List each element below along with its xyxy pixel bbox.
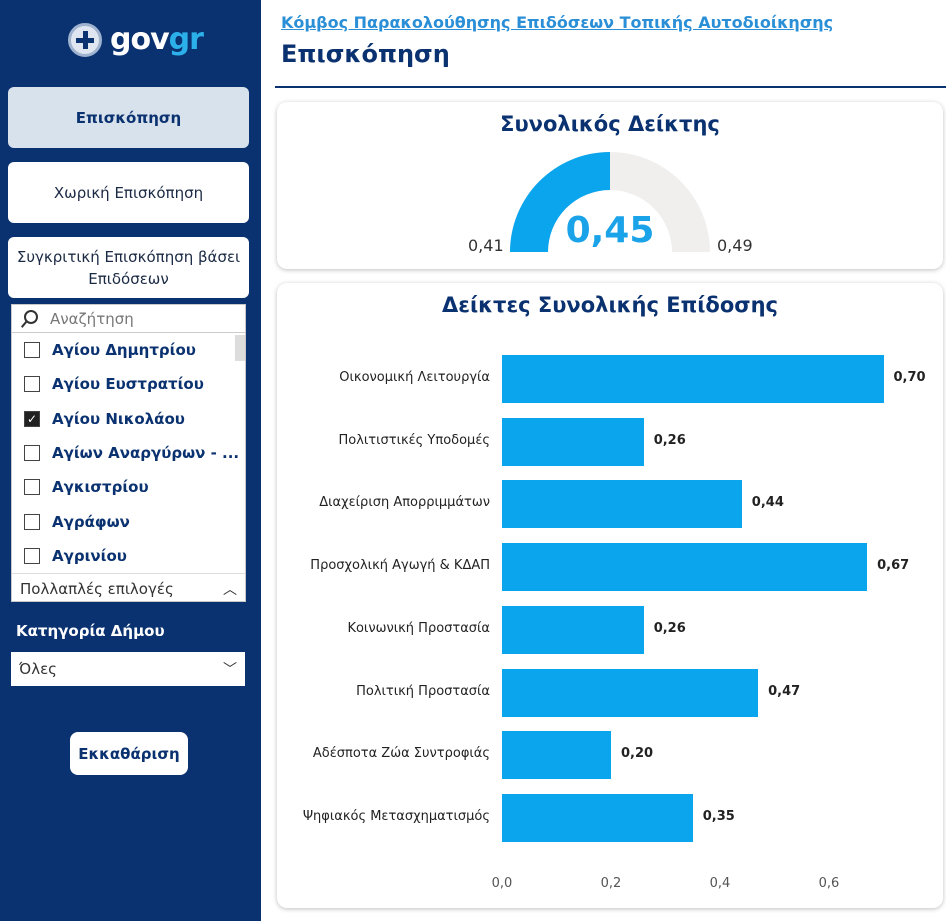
category-label: Οικονομική Λειτουργία <box>339 370 490 385</box>
category-label: Αδέσποτα Ζώα Συντροφιάς <box>312 746 490 762</box>
logo-text: gov <box>110 22 170 57</box>
data-label: 0,20 <box>621 746 654 762</box>
page-title: Επισκόπηση <box>281 40 450 68</box>
slicer-item[interactable]: Αγρινίου <box>12 539 245 573</box>
gauge-min: 0,41 <box>468 236 504 255</box>
slicer-item[interactable]: ✓ Αγίου Νικολάου <box>12 402 245 436</box>
slicer-item-label: Αγίου Νικολάου <box>52 409 185 428</box>
bar[interactable] <box>502 605 644 654</box>
data-label: 0,26 <box>653 620 686 636</box>
bar[interactable] <box>502 668 759 717</box>
checkbox[interactable] <box>24 547 40 564</box>
slicer-item[interactable]: Αγίου Δημητρίου <box>12 333 245 367</box>
category-dropdown[interactable]: Όλες ﹀ <box>11 652 245 686</box>
municipality-slicer: Αναζήτηση Αγίου Δημητρίου Αγίου Ευστρατίο… <box>11 304 246 602</box>
bar-chart-title: Δείκτες Συνολικής Επίδοσης <box>442 293 778 317</box>
checkbox[interactable] <box>24 479 40 496</box>
x-tick-label: 0,6 <box>818 876 840 891</box>
slicer-item[interactable]: Αγράφων <box>12 504 245 538</box>
chevron-up-icon: ︿ <box>223 581 237 598</box>
divider <box>275 86 946 88</box>
x-tick-label: 0,0 <box>491 876 513 891</box>
bar[interactable] <box>502 793 693 842</box>
checkbox[interactable] <box>24 376 40 393</box>
slicer-item-label: Αγίου Δημητρίου <box>52 341 196 360</box>
sidebar: govgr Επισκόπηση Χωρική Επισκόπηση Συγκρ… <box>0 0 261 921</box>
slicer-item-label: Αγίου Ευστρατίου <box>52 375 204 394</box>
category-label: Ψηφιακός Μετασχηματισμός <box>302 808 490 824</box>
category-label: Προσχολική Αγωγή & ΚΔΑΠ <box>310 558 490 574</box>
checkbox[interactable] <box>24 342 40 359</box>
breadcrumb-link[interactable]: Κόμβος Παρακολούθησης Επιδόσεων Τοπικής … <box>281 13 834 32</box>
data-label: 0,67 <box>877 558 910 574</box>
bar[interactable] <box>502 480 742 529</box>
gauge-title: Συνολικός Δείκτης <box>500 112 720 136</box>
data-label: 0,26 <box>653 432 686 448</box>
bar[interactable] <box>502 543 868 592</box>
category-label: Διαχείριση Απορριμμάτων <box>319 495 490 511</box>
category-label: Πολιτιστικές Υποδομές <box>338 432 490 448</box>
slicer-item-label: Αγρινίου <box>52 546 127 565</box>
slicer-item[interactable]: Αγκιστρίου <box>12 470 245 504</box>
slicer-dropdown-toggle[interactable]: Πολλαπλές επιλογές ︿ <box>12 573 245 603</box>
category-value: Όλες <box>19 660 57 678</box>
x-tick-label: 0,4 <box>709 876 731 891</box>
category-label: Κοινωνική Προστασία <box>347 620 490 636</box>
search-placeholder: Αναζήτηση <box>50 309 134 328</box>
data-label: 0,70 <box>893 370 926 385</box>
slicer-search[interactable]: Αναζήτηση <box>12 305 245 333</box>
category-label: Κατηγορία Δήμου <box>16 622 165 640</box>
chevron-down-icon: ﹀ <box>223 662 237 678</box>
category-label: Πολιτική Προστασία <box>356 683 490 699</box>
checkbox[interactable] <box>24 513 40 530</box>
logo-accent: gr <box>168 22 204 57</box>
checkbox[interactable]: ✓ <box>24 410 40 427</box>
data-label: 0,47 <box>768 683 801 699</box>
gauge-fill <box>510 152 610 252</box>
slicer-item[interactable]: Αγίου Ευστρατίου <box>12 367 245 401</box>
greek-seal-icon <box>68 22 102 57</box>
bar[interactable] <box>502 731 611 780</box>
x-tick-label: 0,2 <box>600 876 622 891</box>
nav-spatial-overview-button[interactable]: Χωρική Επισκόπηση <box>8 162 249 223</box>
checkbox[interactable] <box>24 445 40 462</box>
slicer-list: Αγίου Δημητρίου Αγίου Ευστρατίου ✓ Αγίου Νι… <box>12 333 245 573</box>
nav-overview-button[interactable]: Επισκόπηση <box>8 87 249 148</box>
data-label: 0,35 <box>702 808 735 824</box>
gauge-value: 0,45 <box>565 210 655 251</box>
search-icon <box>24 309 38 324</box>
slicer-item-label: Αγράφων <box>52 512 130 531</box>
scrollbar[interactable] <box>235 335 245 361</box>
bar[interactable] <box>502 417 644 466</box>
govgr-logo: govgr <box>68 22 204 57</box>
gauge-max: 0,49 <box>717 236 753 255</box>
data-label: 0,44 <box>751 495 784 511</box>
clear-button[interactable]: Εκκαθάριση <box>70 732 188 775</box>
slicer-item-label: Αγκιστρίου <box>52 478 149 497</box>
slicer-mode-label: Πολλαπλές επιλογές <box>20 579 174 598</box>
nav-comparative-overview-button[interactable]: Συγκριτική Επισκόπηση βάσει Επιδόσεων <box>8 237 249 298</box>
bar[interactable] <box>502 355 884 403</box>
slicer-item[interactable]: Αγίων Αναργύρων - ... <box>12 436 245 470</box>
gauge-chart <box>510 152 710 252</box>
slicer-item-label: Αγίων Αναργύρων - ... <box>52 444 240 463</box>
